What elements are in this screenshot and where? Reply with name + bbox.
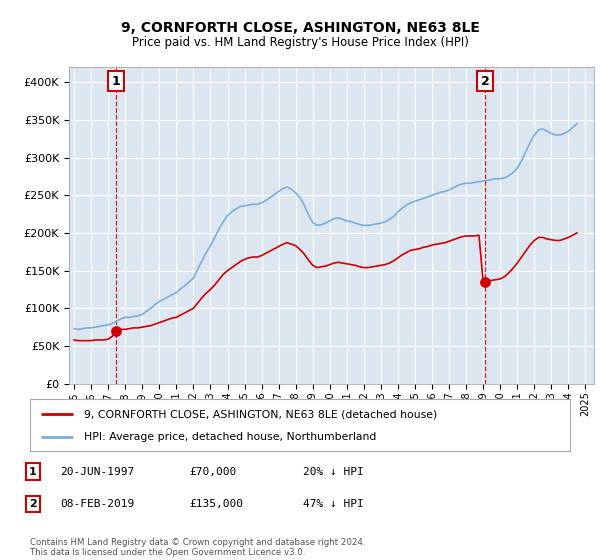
Text: 20-JUN-1997: 20-JUN-1997 xyxy=(60,466,134,477)
Text: £70,000: £70,000 xyxy=(189,466,236,477)
Text: 1: 1 xyxy=(112,75,121,88)
Text: £135,000: £135,000 xyxy=(189,499,243,509)
Point xyxy=(112,326,121,335)
Text: 08-FEB-2019: 08-FEB-2019 xyxy=(60,499,134,509)
Text: 2: 2 xyxy=(29,499,37,509)
Text: Price paid vs. HM Land Registry's House Price Index (HPI): Price paid vs. HM Land Registry's House … xyxy=(131,36,469,49)
Text: 20% ↓ HPI: 20% ↓ HPI xyxy=(303,466,364,477)
Text: Contains HM Land Registry data © Crown copyright and database right 2024.
This d: Contains HM Land Registry data © Crown c… xyxy=(30,538,365,557)
Text: 1: 1 xyxy=(29,466,37,477)
Text: 47% ↓ HPI: 47% ↓ HPI xyxy=(303,499,364,509)
Text: 9, CORNFORTH CLOSE, ASHINGTON, NE63 8LE: 9, CORNFORTH CLOSE, ASHINGTON, NE63 8LE xyxy=(121,21,479,35)
Text: 9, CORNFORTH CLOSE, ASHINGTON, NE63 8LE (detached house): 9, CORNFORTH CLOSE, ASHINGTON, NE63 8LE … xyxy=(84,409,437,419)
Text: HPI: Average price, detached house, Northumberland: HPI: Average price, detached house, Nort… xyxy=(84,432,376,442)
Text: 2: 2 xyxy=(481,75,489,88)
Point xyxy=(480,277,490,286)
